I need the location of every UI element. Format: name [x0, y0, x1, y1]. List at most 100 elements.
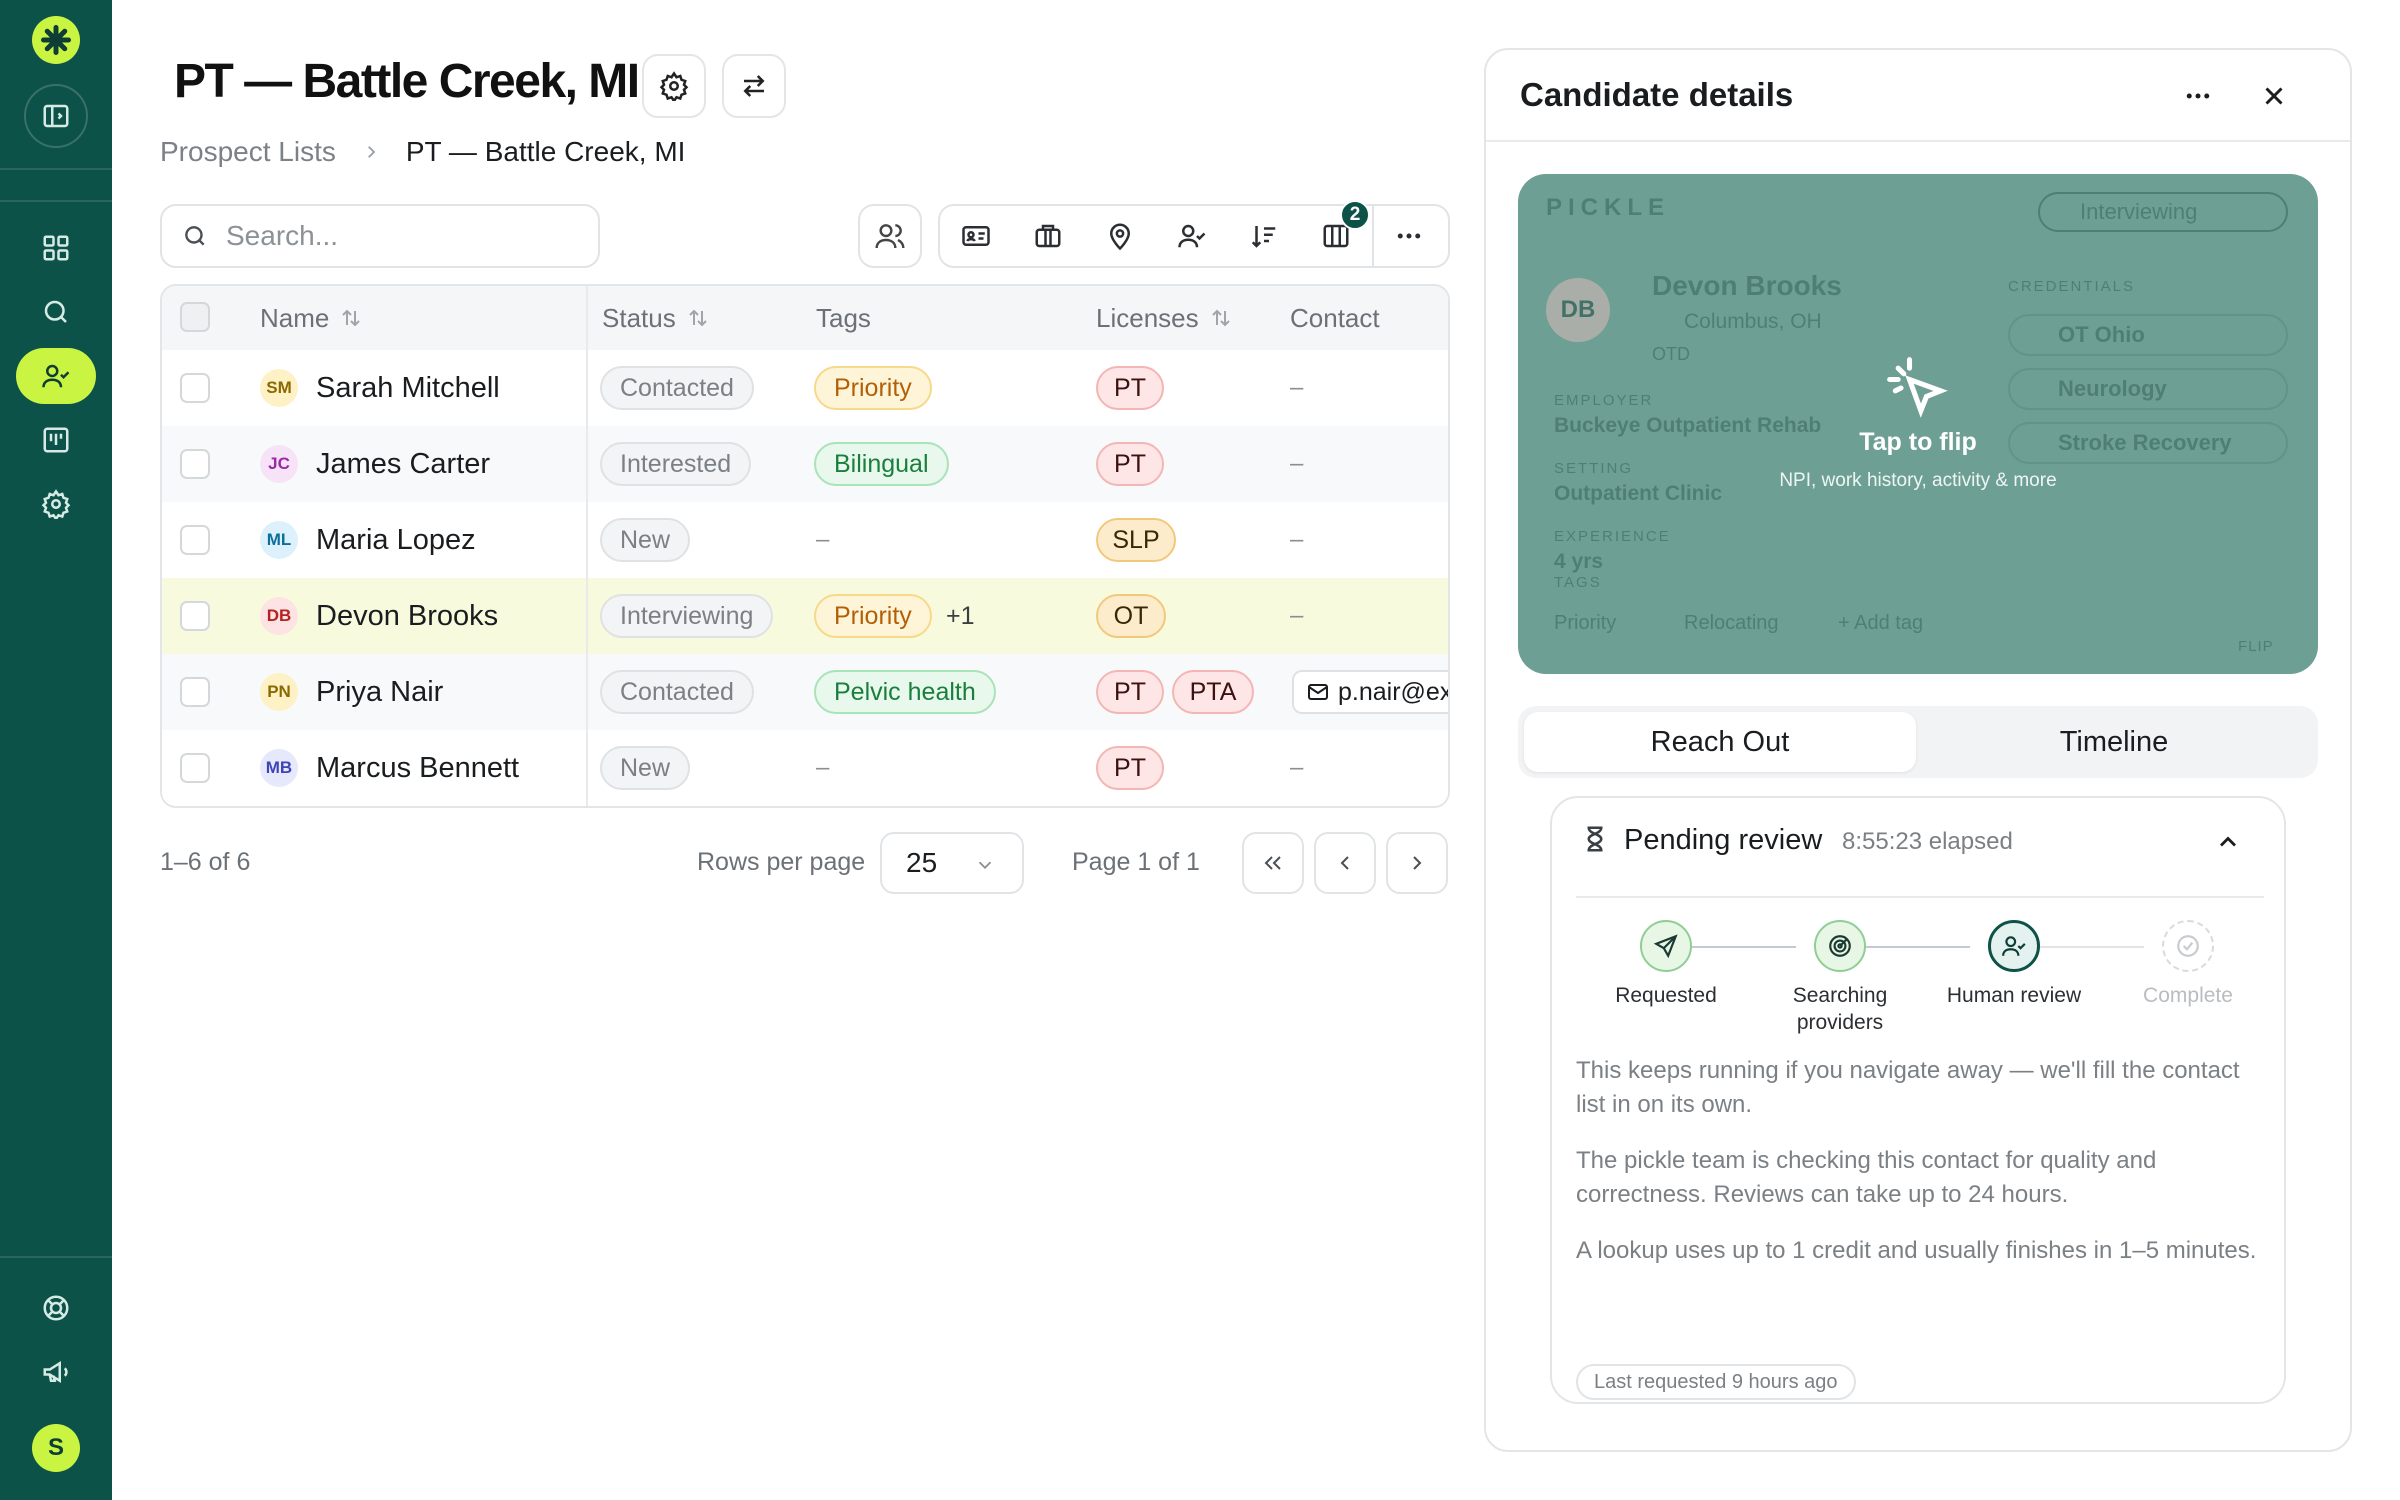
column-header-tags: Tags — [816, 302, 871, 333]
filter-toolbar: 2 — [938, 200, 1450, 268]
user-avatar[interactable]: S — [32, 1424, 80, 1472]
gear-icon[interactable] — [16, 476, 96, 532]
license-badge: SLP — [1096, 518, 1176, 562]
row-checkbox[interactable] — [180, 525, 210, 555]
column-header-licenses[interactable]: Licenses — [1096, 286, 1233, 350]
candidate-name[interactable]: Devon Brooks — [316, 600, 499, 632]
contact-email-chip[interactable]: p.nair@ex — [1292, 670, 1448, 714]
panel-more-button[interactable] — [2172, 70, 2224, 122]
status-badge[interactable]: New — [600, 746, 691, 790]
column-header-status[interactable]: Status — [602, 286, 710, 350]
row-checkbox[interactable] — [180, 373, 210, 403]
lifebuoy-icon[interactable] — [16, 1280, 96, 1336]
contact-empty: – — [1290, 526, 1304, 553]
tag-badge[interactable]: Pelvic health — [814, 670, 996, 714]
sort-button[interactable] — [1228, 206, 1300, 266]
tag-badge[interactable]: Priority — [814, 594, 932, 638]
swap-arrows-icon — [743, 75, 765, 97]
column-header-name[interactable]: Name — [260, 286, 363, 350]
status-badge[interactable]: Contacted — [600, 366, 754, 410]
rows-per-page-select[interactable]: 25 — [880, 832, 1024, 894]
candidate-name[interactable]: Maria Lopez — [316, 524, 476, 556]
previous-page-button[interactable] — [1314, 832, 1376, 894]
sort-arrows-icon — [1209, 306, 1233, 330]
panel-close-button[interactable] — [2248, 70, 2300, 122]
users-icon — [875, 224, 905, 249]
columns-button[interactable]: 2 — [1300, 200, 1372, 266]
more-options-button[interactable] — [1372, 206, 1444, 266]
license-badge: PT — [1096, 670, 1164, 714]
status-badge[interactable]: Interviewing — [600, 594, 774, 638]
table-row[interactable]: JC James Carter Interested Bilingual PT … — [162, 426, 1448, 502]
step-label: Requested — [1615, 984, 1717, 1007]
tag-badge[interactable]: Bilingual — [814, 442, 949, 486]
list-settings-button[interactable] — [642, 54, 706, 118]
table-row[interactable]: PN Priya Nair Contacted Pelvic health PT… — [162, 654, 1448, 730]
license-filter-button[interactable] — [940, 206, 1012, 266]
table-row[interactable]: SM Sarah Mitchell Contacted Priority PT … — [162, 350, 1448, 426]
user-check-icon[interactable] — [16, 348, 96, 404]
candidate-card-flip[interactable]: PICKLE Interviewing DB Devon Brooks Colu… — [1518, 174, 2318, 674]
candidate-name[interactable]: Priya Nair — [316, 676, 444, 708]
chevron-right-icon — [362, 143, 380, 161]
status-filter-button[interactable] — [1156, 206, 1228, 266]
more-tags-count[interactable]: +1 — [946, 602, 975, 630]
credential-name: OT Ohio — [2058, 322, 2145, 347]
mail-icon — [1306, 680, 1330, 704]
rail-divider — [0, 168, 112, 170]
card-employer-label: EMPLOYER — [1554, 392, 1654, 409]
row-checkbox[interactable] — [180, 677, 210, 707]
tab-reach-out[interactable]: Reach Out — [1524, 712, 1916, 772]
employer-filter-button[interactable] — [1012, 206, 1084, 266]
candidate-name[interactable]: Sarah Mitchell — [316, 372, 500, 404]
table-row[interactable]: MB Marcus Bennett New – PT – — [162, 730, 1448, 806]
switch-list-button[interactable] — [722, 54, 786, 118]
more-horizontal-icon — [2186, 93, 2210, 99]
status-badge[interactable]: New — [600, 518, 691, 562]
table-header: Name Status Tags Licenses Contact — [162, 286, 1448, 350]
table-row[interactable]: ML Maria Lopez New – SLP – — [162, 502, 1448, 578]
next-page-button[interactable] — [1386, 832, 1448, 894]
send-icon — [1653, 934, 1678, 959]
panel-toggle-icon[interactable] — [24, 84, 88, 148]
review-elapsed: 8:55:23 elapsed — [1842, 828, 2013, 855]
avatar: SM — [260, 369, 298, 407]
status-badge[interactable]: Contacted — [600, 670, 754, 714]
search-input[interactable]: Search... — [160, 204, 600, 268]
card-degree: OTD — [1652, 344, 1690, 364]
columns-icon — [1323, 224, 1349, 248]
select-all-checkbox[interactable] — [180, 302, 210, 332]
assignees-button[interactable] — [858, 204, 922, 268]
search-icon[interactable] — [16, 284, 96, 340]
location-filter-button[interactable] — [1084, 206, 1156, 266]
card-setting-label: SETTING — [1554, 460, 1634, 477]
step-searching — [1814, 920, 1866, 972]
license-badge: PT — [1096, 442, 1164, 486]
first-page-button[interactable] — [1242, 832, 1304, 894]
dashboard-grid-icon[interactable] — [16, 220, 96, 276]
tab-timeline[interactable]: Timeline — [2059, 725, 2169, 758]
row-checkbox[interactable] — [180, 753, 210, 783]
collapse-button[interactable] — [2214, 828, 2242, 856]
credential-chip — [2008, 368, 2288, 410]
credential-name: Neurology — [2058, 376, 2167, 401]
candidate-name[interactable]: Marcus Bennett — [316, 752, 520, 784]
megaphone-icon[interactable] — [16, 1344, 96, 1400]
table-row-selected[interactable]: DB Devon Brooks Interviewing Priority +1… — [162, 578, 1448, 654]
card-experience: 4 yrs — [1554, 550, 1604, 573]
column-header-contact: Contact — [1290, 302, 1380, 333]
board-icon[interactable] — [16, 412, 96, 468]
card-avatar: DB — [1546, 278, 1610, 342]
review-note: A lookup uses up to 1 credit and usually… — [1576, 1237, 2257, 1264]
row-checkbox[interactable] — [180, 601, 210, 631]
candidate-name[interactable]: James Carter — [316, 448, 491, 480]
step-requested — [1640, 920, 1692, 972]
tag-badge[interactable]: Priority — [814, 366, 932, 410]
row-checkbox[interactable] — [180, 449, 210, 479]
flip-subtitle: NPI, work history, activity & more — [1779, 470, 2057, 491]
pickle-logo-icon[interactable] — [32, 16, 80, 64]
status-badge[interactable]: Interested — [600, 442, 752, 486]
credential-chip — [2008, 314, 2288, 356]
breadcrumb-parent[interactable]: Prospect Lists — [160, 136, 336, 167]
chevron-right-icon — [1413, 856, 1422, 870]
